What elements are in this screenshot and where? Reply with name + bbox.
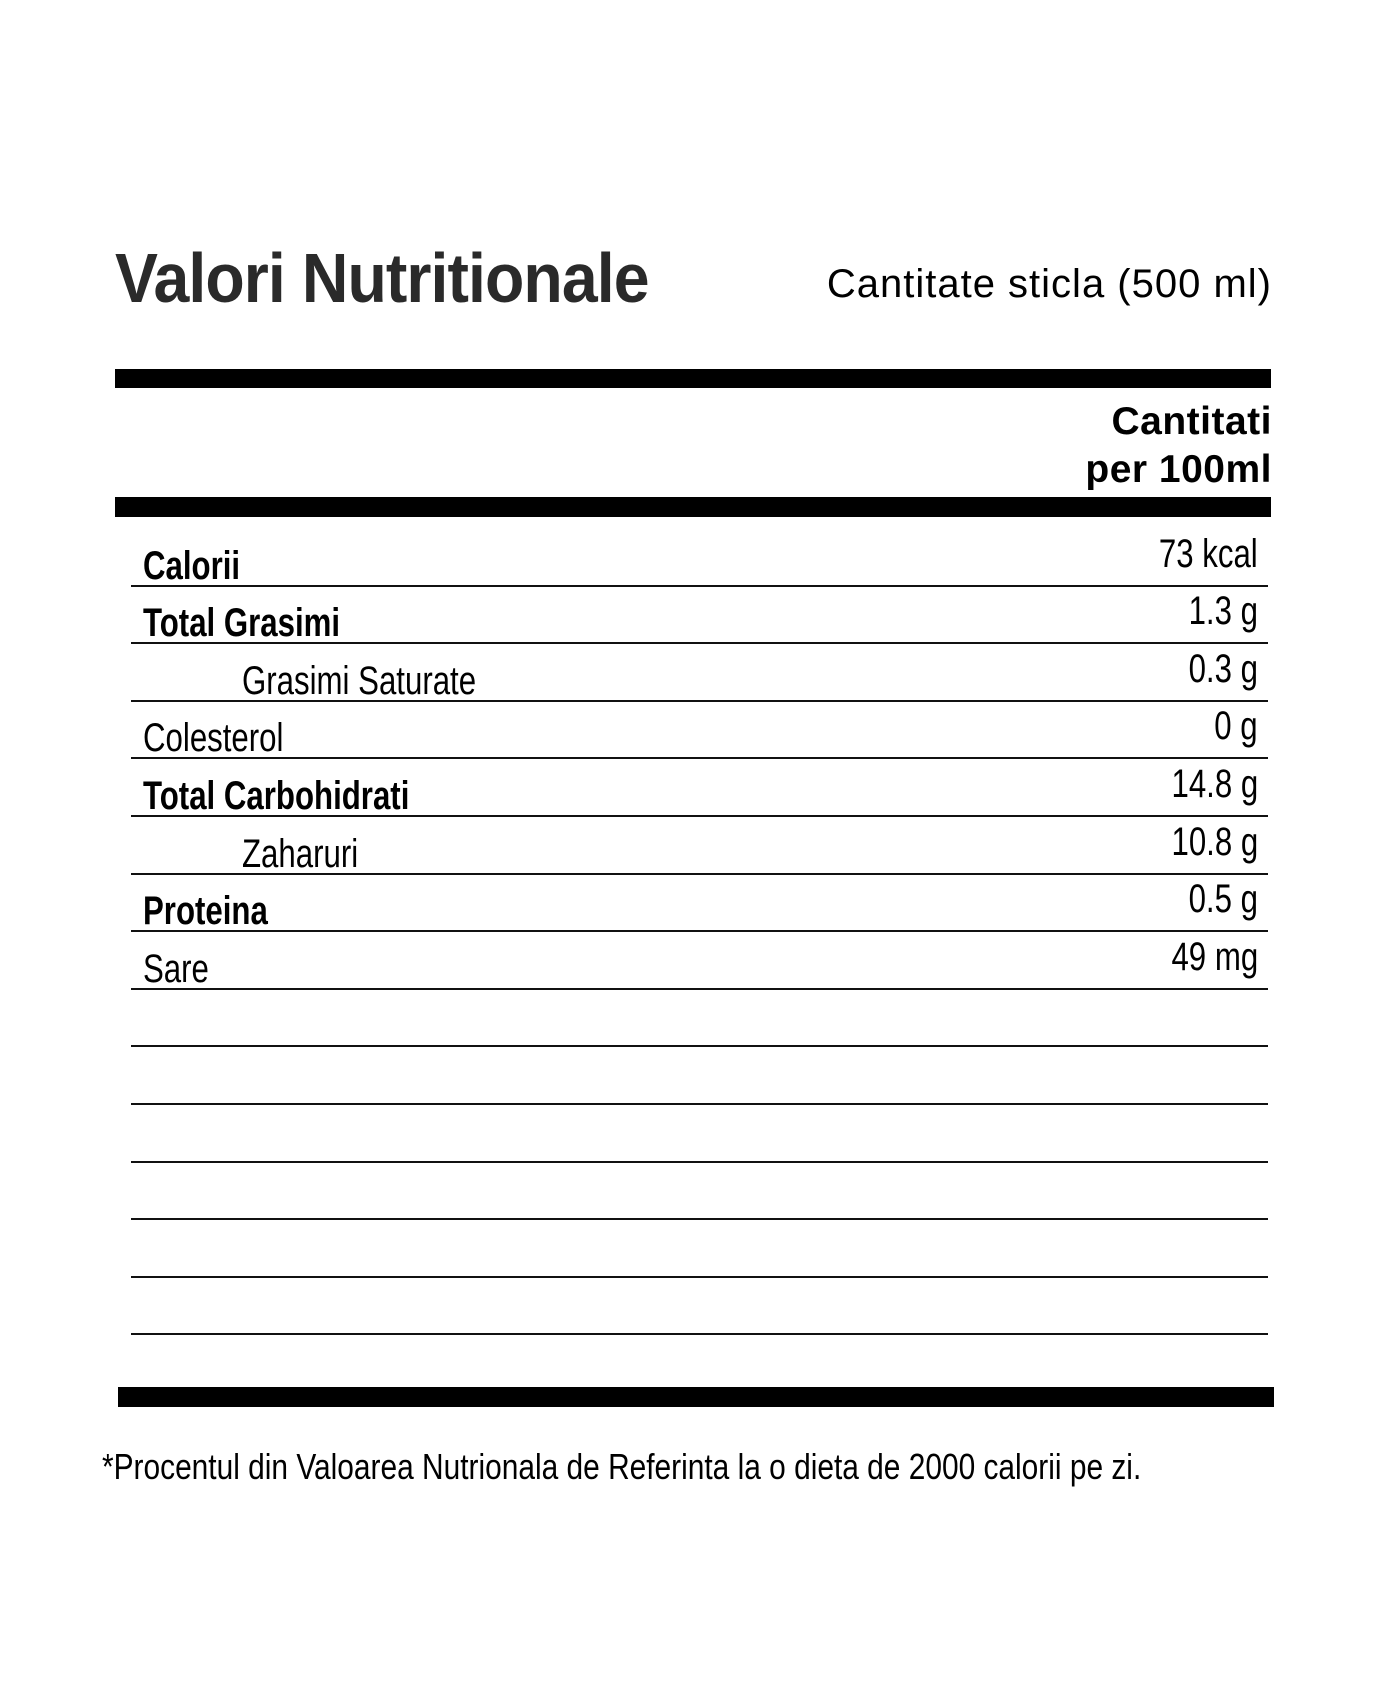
serving-size: Cantitate sticla (500 ml) [826,262,1272,306]
table-row: Colesterol 0 g [131,700,1268,760]
nutrient-label: Grasimi Saturate [242,658,477,703]
page-title: Valori Nutritionale [115,239,650,317]
nutrient-value: 1.3 g [1188,589,1258,634]
nutrient-value: 0.5 g [1188,877,1258,922]
table-row [131,1161,1268,1221]
nutrient-label: Proteina [143,889,268,934]
column-header-line2: per 100ml [1085,448,1272,491]
nutrient-value: 73 kcal [1159,531,1258,576]
nutrient-value: 0.3 g [1188,646,1258,691]
nutrient-label: Colesterol [143,716,284,761]
nutrient-value: 0 g [1214,704,1258,749]
nutrient-value: 10.8 g [1171,819,1258,864]
nutrient-label: Total Grasimi [143,601,341,646]
table-row: Zaharuri 10.8 g [131,815,1268,876]
table-row: Sare 49 mg [131,930,1268,991]
table-row: Total Grasimi 1.3 g [131,585,1268,645]
table-row: Proteina 0.5 g [131,873,1268,933]
nutrient-label: Sare [143,946,209,991]
nutrient-value: 49 mg [1171,934,1258,979]
column-header-line1: Cantitati [1111,400,1272,443]
divider-bar-bottom [118,1387,1274,1407]
nutrient-label: Calorii [143,543,241,588]
table-row [131,1218,1268,1278]
table-row: Calorii 73 kcal [131,527,1268,588]
table-row: Grasimi Saturate 0.3 g [131,642,1268,703]
nutrient-label: Zaharuri [242,831,359,876]
table-row [131,1045,1268,1105]
table-row [131,1103,1268,1163]
table-row [131,1276,1268,1336]
nutrient-label: Total Carbohidrati [143,773,410,818]
table-row [131,988,1268,1048]
footnote: *Procentul din Valoarea Nutrionala de Re… [102,1446,1142,1487]
nutrient-value: 14.8 g [1171,761,1258,806]
divider-bar-top [115,369,1271,388]
divider-bar-header [115,497,1271,517]
column-header: Cantitati per 100ml [1085,398,1272,494]
table-row: Total Carbohidrati 14.8 g [131,757,1268,818]
